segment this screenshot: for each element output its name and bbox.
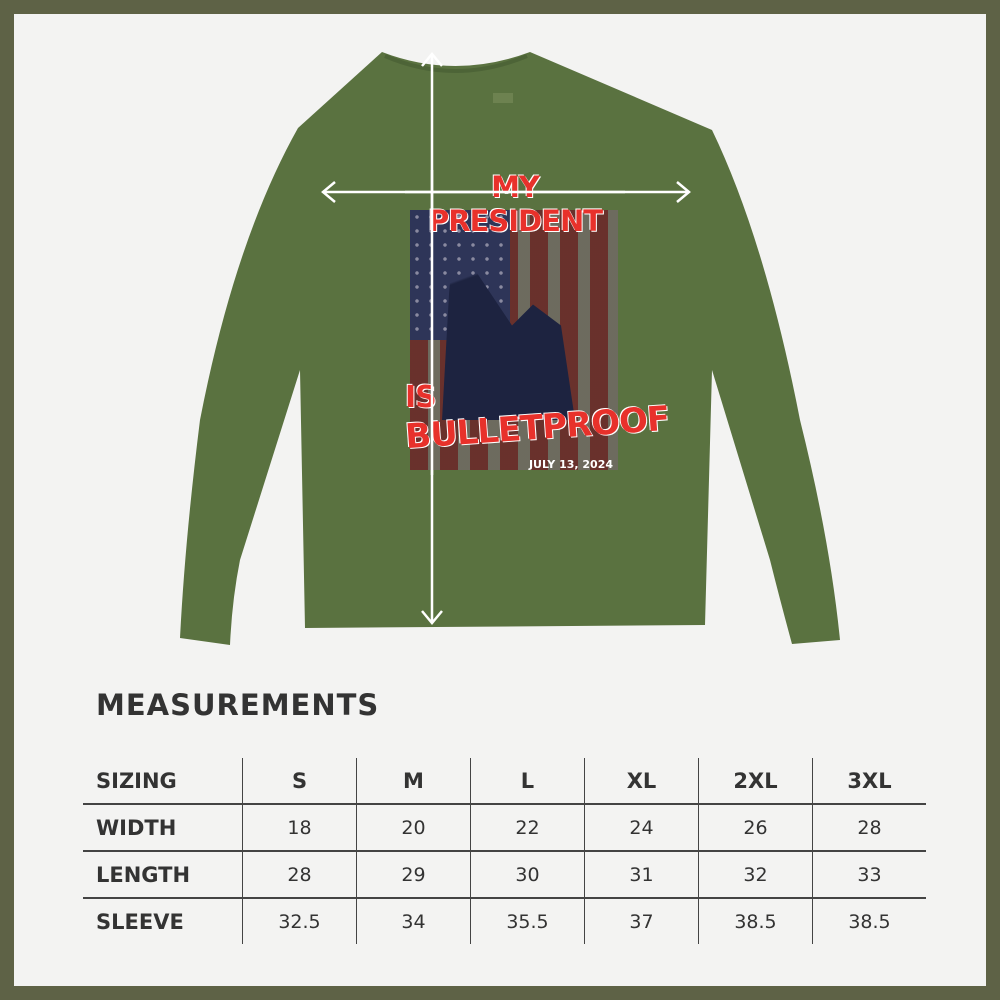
- table-cell: 28: [242, 850, 357, 898]
- table-cell: 28: [812, 803, 926, 851]
- table-cell: 32: [698, 850, 813, 898]
- header-cell: 2XL: [698, 758, 813, 804]
- header-cell: XL: [584, 758, 699, 804]
- row-label: WIDTH: [83, 803, 243, 851]
- table-row: LENGTH 28 29 30 31 32 33: [83, 850, 926, 898]
- row-label: LENGTH: [83, 850, 243, 898]
- table-cell: 35.5: [470, 897, 585, 944]
- table-cell: 24: [584, 803, 699, 851]
- table-cell: 37: [584, 897, 699, 944]
- table-cell: 34: [356, 897, 471, 944]
- table-cell: 29: [356, 850, 471, 898]
- shirt-graphic: MY PRESIDENT IS BULLETPROOF JULY 13, 202…: [404, 170, 671, 475]
- header-cell: SIZING: [96, 768, 177, 793]
- shirt-label: [493, 93, 513, 103]
- table-row: SLEEVE 32.5 34 35.5 37 38.5 38.5: [83, 897, 926, 944]
- design-text-line1: MY PRESIDENT: [427, 170, 603, 238]
- table-cell: 38.5: [812, 897, 926, 944]
- table-header-row: SIZING S M L XL 2XL 3XL: [83, 758, 926, 804]
- header-cell: M: [356, 758, 471, 804]
- header-cell: 3XL: [812, 758, 926, 804]
- header-cell: S: [242, 758, 357, 804]
- size-chart-table: SIZING S M L XL 2XL 3XL WIDTH 18 20 22 2…: [83, 758, 926, 944]
- table-cell: 38.5: [698, 897, 813, 944]
- table-cell: 30: [470, 850, 585, 898]
- table-cell: 22: [470, 803, 585, 851]
- header-cell: L: [470, 758, 585, 804]
- table-row: WIDTH 18 20 22 24 26 28: [83, 803, 926, 851]
- row-label: SLEEVE: [83, 897, 243, 944]
- table-cell: 31: [584, 850, 699, 898]
- table-cell: 32.5: [242, 897, 357, 944]
- design-text-line2: IS: [405, 380, 437, 415]
- design-date: JULY 13, 2024: [528, 458, 613, 471]
- table-cell: 26: [698, 803, 813, 851]
- measurements-title: MEASUREMENTS: [96, 688, 380, 722]
- table-cell: 20: [356, 803, 471, 851]
- table-cell: 33: [812, 850, 926, 898]
- table-cell: 18: [242, 803, 357, 851]
- collar: [384, 54, 528, 73]
